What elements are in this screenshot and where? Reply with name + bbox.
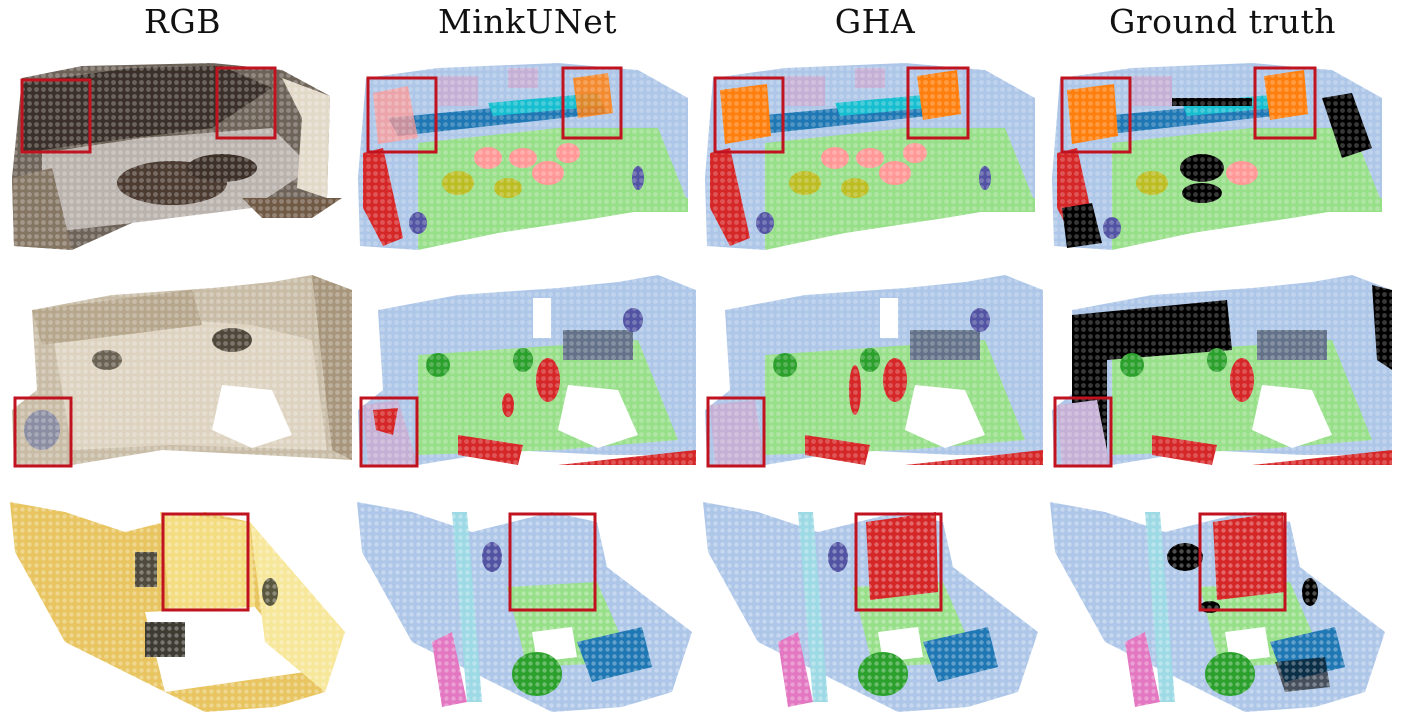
column-title-minkunet: MinkUNet: [437, 2, 618, 41]
row3-minkunet-image: [352, 492, 697, 714]
column-title-ground-truth: Ground truth: [1109, 2, 1336, 41]
row1-gha-image: [705, 58, 1040, 258]
row3-rgb-image: [5, 492, 350, 714]
row1-rgb-image: [12, 58, 342, 258]
row3-ground-truth-image: [1045, 492, 1390, 714]
row2-ground-truth-image: [1052, 270, 1397, 470]
row2-rgb-image: [12, 270, 357, 470]
row2-gha-image: [705, 270, 1045, 470]
column-title-rgb: RGB: [144, 2, 221, 41]
row1-minkunet-image: [358, 58, 693, 258]
row2-minkunet-image: [358, 270, 698, 470]
row3-gha-image: [698, 492, 1043, 714]
row1-ground-truth-image: [1052, 58, 1392, 258]
column-title-gha: GHA: [834, 2, 916, 41]
